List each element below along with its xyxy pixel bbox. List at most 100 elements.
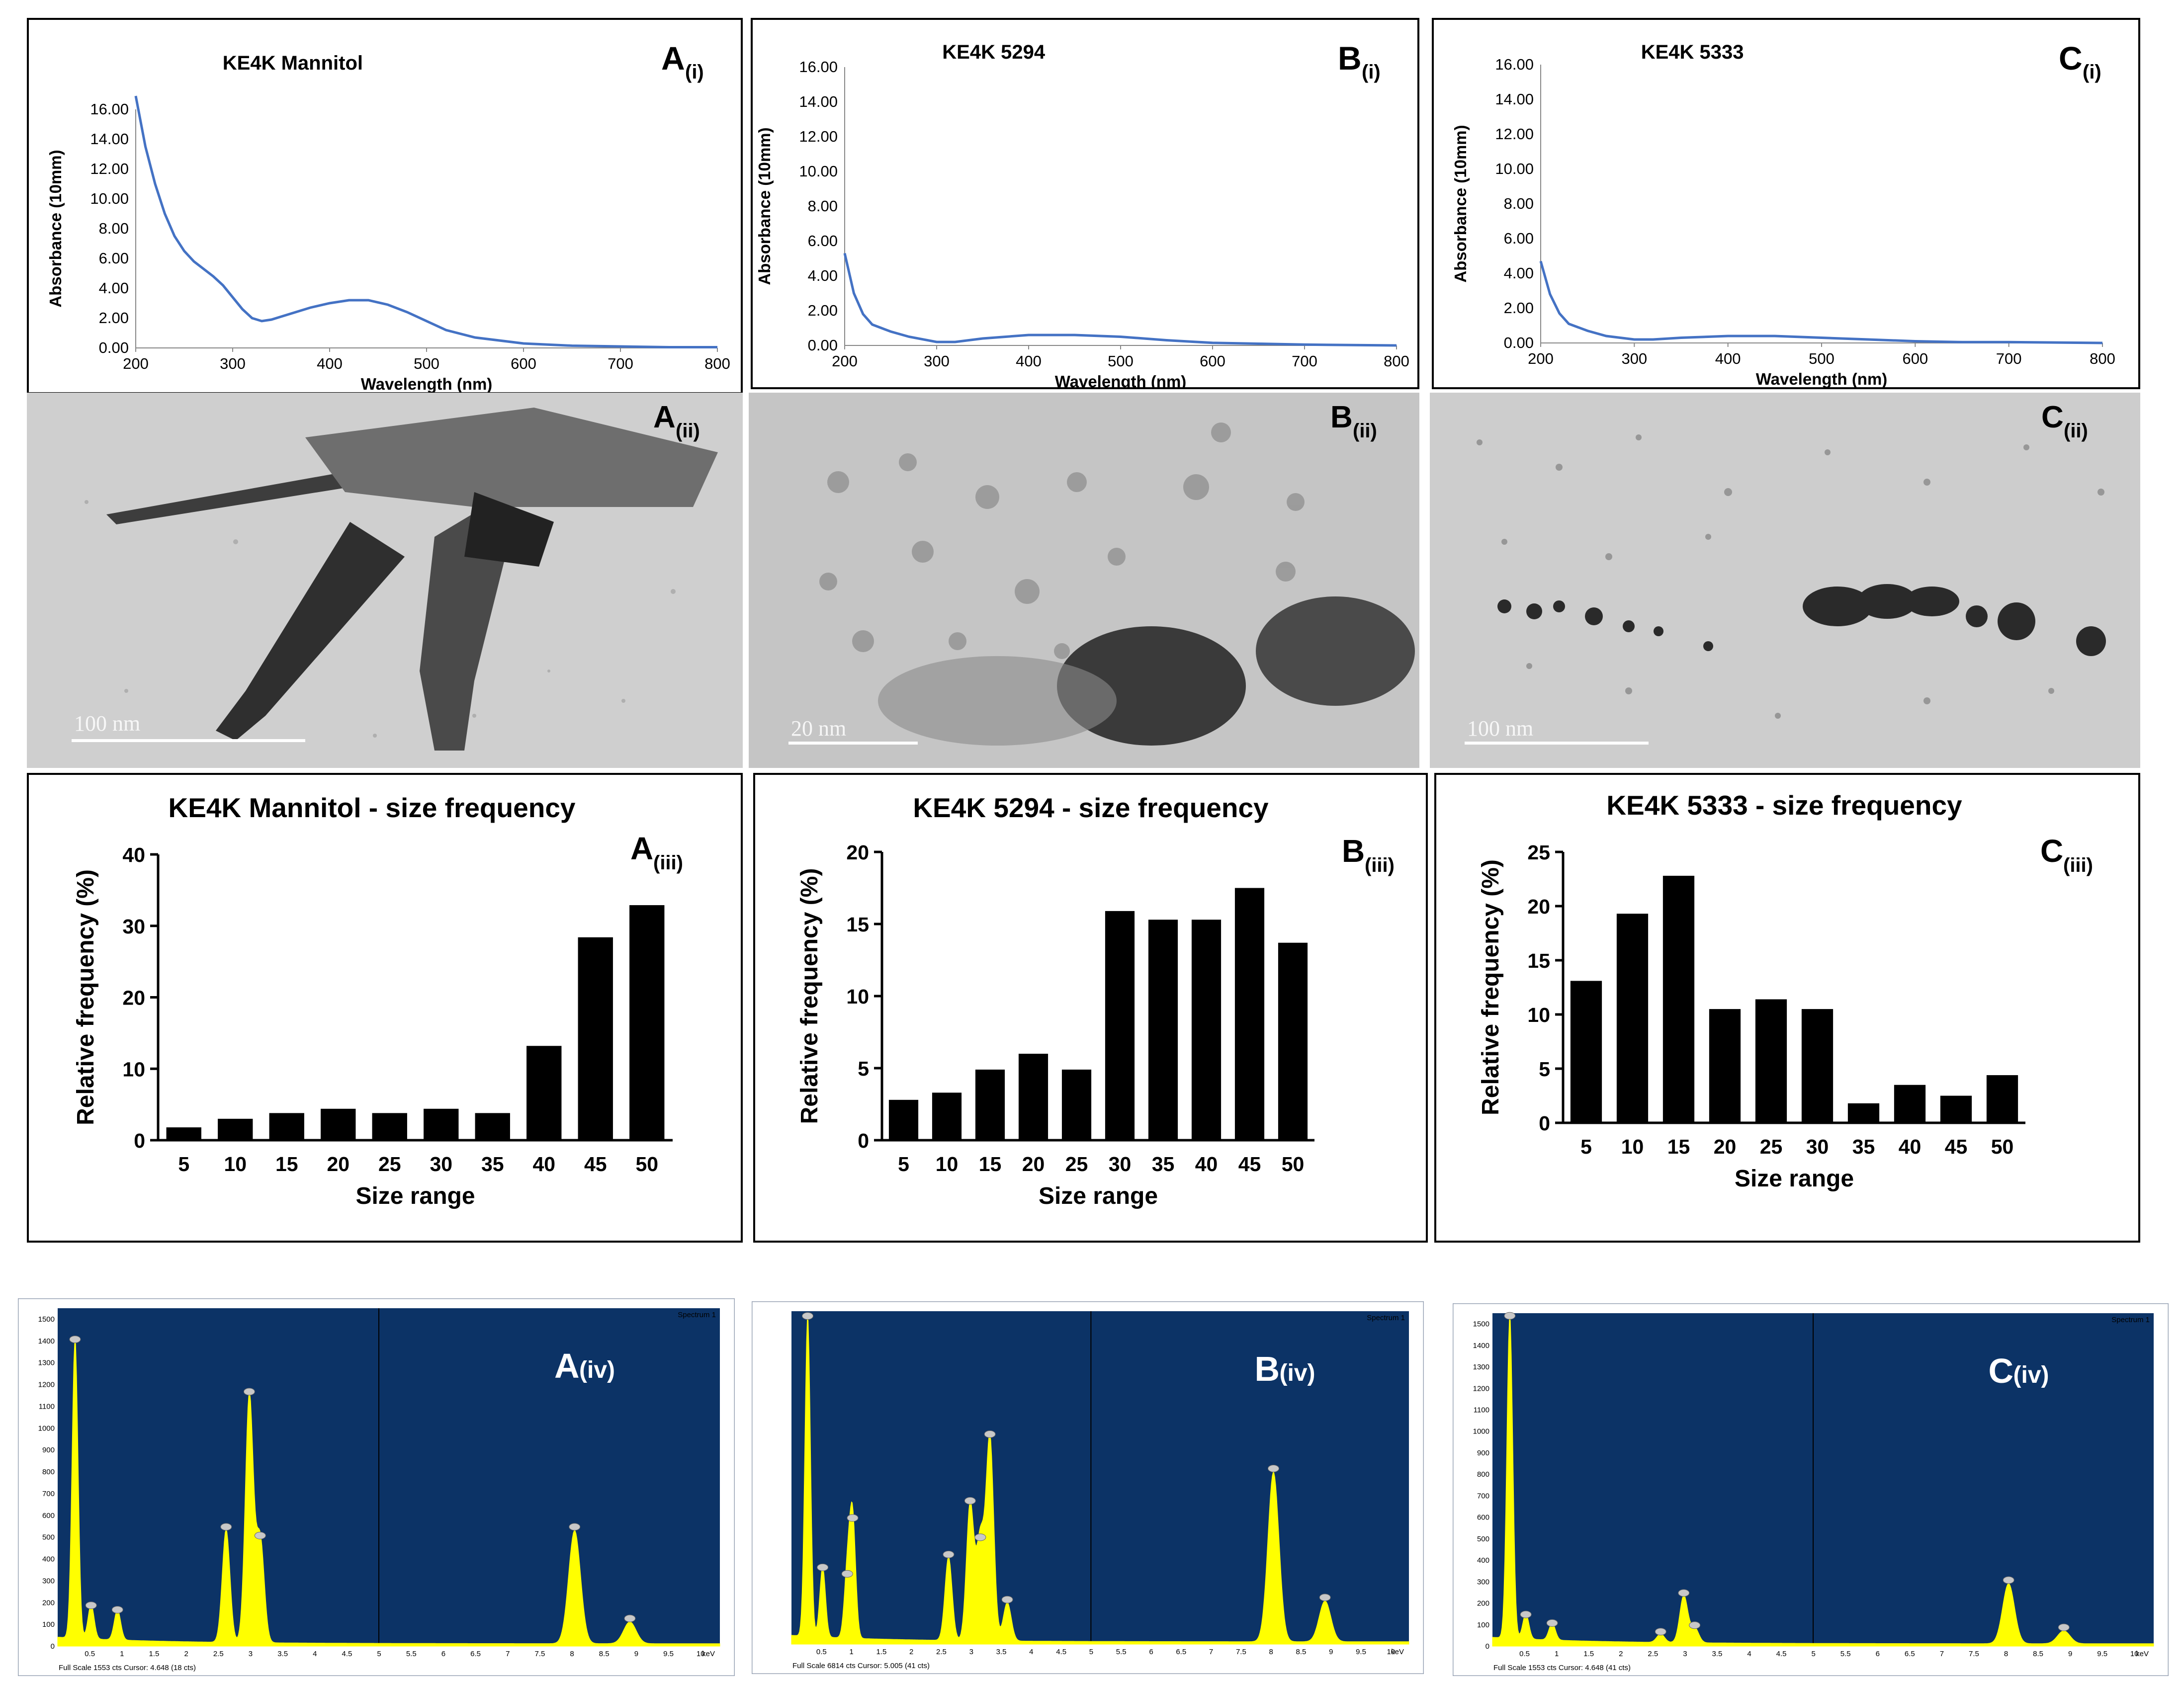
bar-c-bar [1801, 1009, 1834, 1123]
eds-c-spectrum [1492, 1315, 2154, 1647]
eds-a-peak-marker [85, 1601, 97, 1609]
bar-c-xtick: 45 [1945, 1135, 1968, 1158]
eds-c-ytick: 800 [1477, 1470, 1489, 1479]
eds-c-ytick: 400 [1477, 1556, 1489, 1565]
uv-a-ytick: 4.00 [99, 279, 129, 297]
eds-a-xtick: 8.5 [599, 1650, 610, 1658]
uv-b-xtick: 600 [1200, 352, 1225, 370]
bar-c-xlabel: Size range [1735, 1166, 1854, 1192]
bar-c-ytick: 15 [1527, 949, 1550, 972]
uv-c-ytick: 4.00 [1504, 264, 1534, 282]
uv-c-series-line [1539, 260, 2103, 344]
eds-c-peak-marker [1504, 1312, 1516, 1320]
bar-panel-a: KE4K Mannitol - size frequency A (iii) 0 10 2… [27, 773, 743, 1243]
eds-a-xtick: 10 [697, 1650, 705, 1658]
tem-label-c-sub: (ii) [2064, 420, 2088, 442]
eds-b-peak-marker [802, 1312, 814, 1320]
eds-c-xtick: 3 [1683, 1650, 1687, 1658]
bar-b-bar [1278, 942, 1308, 1140]
eds-b-peak-marker [1319, 1594, 1331, 1601]
bar-b-xlabel: Size range [1039, 1183, 1158, 1209]
eds-c-spectrum-name: Spectrum 1 [2111, 1316, 2150, 1324]
uv-b-xtick: 300 [924, 352, 950, 370]
eds-a-ytick: 1400 [38, 1337, 55, 1345]
bar-b-xtick: 40 [1195, 1153, 1218, 1176]
bar-b-bar [975, 1069, 1005, 1140]
bar-c-bar [1894, 1085, 1926, 1123]
uv-c-ytick: 10.00 [1495, 160, 1534, 177]
bar-c-xtick: 25 [1760, 1135, 1783, 1158]
uv-b-title: KE4K 5294 [942, 41, 1046, 63]
tem-label-b: B [1330, 400, 1353, 434]
eds-b-xtick: 5 [1089, 1648, 1093, 1656]
eds-a-xtick: 5 [377, 1650, 381, 1658]
uv-panel-a: 0.00 2.00 4.00 6.00 8.00 10.00 12.00 14.00 16.00… [27, 18, 743, 394]
eds-c-ytick: 1400 [1473, 1342, 1489, 1350]
eds-a-xtick: 3.5 [277, 1650, 288, 1658]
bar-c-bar [1986, 1075, 2018, 1123]
uv-a-xtick: 700 [608, 355, 633, 372]
eds-a-ytick: 600 [42, 1512, 55, 1520]
eds-c-ytick: 200 [1477, 1599, 1489, 1608]
eds-a-ytick: 400 [42, 1555, 55, 1564]
bar-a-xlabel: Size range [355, 1183, 475, 1209]
uv-b-panel-label-sub: (i) [1362, 61, 1381, 83]
bar-c-title: KE4K 5333 - size frequency [1606, 790, 1962, 821]
eds-c-xtick: 4 [1747, 1650, 1751, 1658]
bar-c-xtick: 20 [1714, 1135, 1737, 1158]
uv-c-xlabel: Wavelength (nm) [1756, 370, 1888, 387]
bar-b-xtick: 45 [1238, 1153, 1261, 1176]
uv-c-ytick: 16.00 [1495, 56, 1534, 73]
bar-b-xtick: 5 [898, 1153, 909, 1176]
eds-a-unit: keV [702, 1650, 715, 1658]
uv-b-ytick: 10.00 [799, 163, 838, 180]
eds-c-ytick: 1500 [1473, 1320, 1489, 1329]
bar-chart-c: KE4K 5333 - size frequency C (iii) 0 5 10 15 20… [1478, 790, 2093, 1192]
uv-a-panel-label: A [661, 40, 685, 77]
eds-c-xtick: 7 [1940, 1650, 1944, 1658]
eds-b-peak-marker [964, 1497, 976, 1505]
eds-c-ytick: 1300 [1473, 1363, 1489, 1371]
uv-c-ytick: 8.00 [1504, 195, 1534, 212]
bar-b-ytick: 0 [858, 1129, 869, 1152]
bar-b-xtick: 50 [1282, 1153, 1305, 1176]
eds-a-xtick: 9.5 [663, 1650, 674, 1658]
bar-b-ytick: 5 [858, 1057, 869, 1080]
eds-c-xtick: 5.5 [1840, 1650, 1851, 1658]
eds-a-xtick: 7.5 [534, 1650, 545, 1658]
bar-a-xtick: 15 [275, 1153, 298, 1176]
bar-b-panel-label-sub: (iii) [1365, 854, 1395, 876]
bar-b-panel-label: B [1342, 833, 1365, 869]
eds-c-xtick: 9.5 [2097, 1650, 2107, 1658]
bar-a-bar [372, 1113, 407, 1140]
uv-a-ytick: 16.00 [90, 100, 129, 118]
eds-a-peak-marker [569, 1523, 581, 1531]
bar-a-panel-label-sub: (iii) [653, 852, 683, 874]
bar-a-ytick: 30 [122, 915, 145, 938]
eds-a-spectrum [57, 1339, 720, 1647]
eds-a-spectrum-name: Spectrum 1 [678, 1311, 716, 1319]
bar-c-ytick: 20 [1527, 895, 1550, 918]
eds-b-peak-marker [847, 1514, 859, 1522]
bar-c-ytick: 10 [1527, 1004, 1550, 1026]
bar-b-xtick: 20 [1022, 1153, 1045, 1176]
tem-image-c: 100 nm C (ii) [1430, 393, 2140, 768]
eds-c-ytick: 700 [1477, 1492, 1489, 1500]
uv-a-series-line [134, 95, 717, 348]
uv-c-xtick: 700 [1996, 350, 2022, 367]
eds-a-xtick: 1 [120, 1650, 124, 1658]
uv-b-ytick: 16.00 [799, 58, 838, 76]
bar-a-bar [578, 937, 613, 1140]
uv-c-title: KE4K 5333 [1641, 41, 1744, 63]
uv-c-xtick: 300 [1621, 350, 1647, 367]
eds-a-peak-marker [624, 1614, 636, 1622]
eds-a-xtick: 3 [249, 1650, 253, 1658]
uv-b-ytick: 2.00 [808, 302, 838, 319]
bar-c-xtick: 35 [1852, 1135, 1875, 1158]
bar-chart-b: KE4K 5294 - size frequency B (iii) 0 5 10 15 20… [796, 792, 1395, 1209]
bar-a-ylabel: Relative frequency (%) [73, 869, 99, 1125]
eds-a-xtick: 4 [313, 1650, 317, 1658]
eds-c-ytick: 900 [1477, 1449, 1489, 1457]
eds-b-xtick: 7 [1209, 1648, 1213, 1656]
eds-a-xtick: 5.5 [406, 1650, 417, 1658]
